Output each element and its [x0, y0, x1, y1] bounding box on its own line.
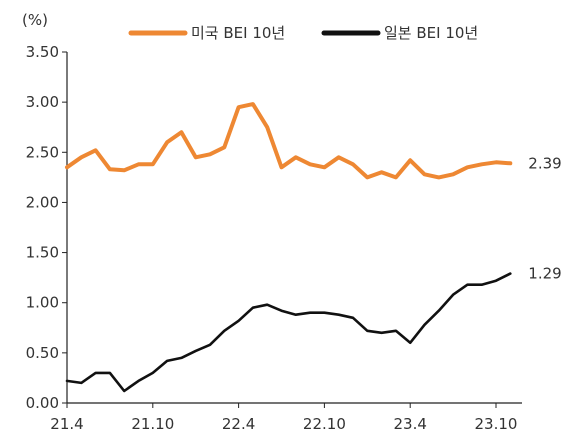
end-labels: 2.39 1.29 — [528, 154, 561, 282]
x-tick-label: 23.4 — [393, 415, 426, 433]
y-tick-label: 1.00 — [26, 294, 59, 312]
series-line — [65, 102, 513, 180]
x-tick-label: 23.10 — [475, 415, 518, 433]
x-tick-label: 22.10 — [303, 415, 346, 433]
y-tick-label: 3.00 — [26, 93, 59, 111]
x-tick-label: 22.4 — [222, 415, 255, 433]
y-axis-unit-label: (%) — [22, 11, 48, 29]
legend-label: 일본 BEI 10년 — [384, 24, 478, 42]
series-end-label: 2.39 — [528, 154, 561, 172]
x-axis: 21.4 21.10 22.4 22.10 23.4 23.10 — [50, 403, 517, 433]
y-tick-label: 0.00 — [26, 394, 59, 412]
y-tick-label: 2.00 — [26, 193, 59, 211]
x-tick-label: 21.4 — [50, 415, 83, 433]
y-axis: 3.50 3.00 2.50 2.00 1.50 1.00 0.50 0.00 — [26, 43, 67, 412]
series-line — [65, 272, 512, 393]
y-tick-label: 0.50 — [26, 344, 59, 362]
x-tick-label: 21.10 — [131, 415, 174, 433]
legend-label: 미국 BEI 10년 — [191, 24, 285, 42]
y-tick-label: 3.50 — [26, 43, 59, 61]
y-tick-label: 2.50 — [26, 143, 59, 161]
legend: 미국 BEI 10년 일본 BEI 10년 — [128, 24, 478, 42]
series-end-label: 1.29 — [528, 265, 561, 283]
series-layer — [65, 102, 513, 393]
y-tick-label: 1.50 — [26, 244, 59, 262]
